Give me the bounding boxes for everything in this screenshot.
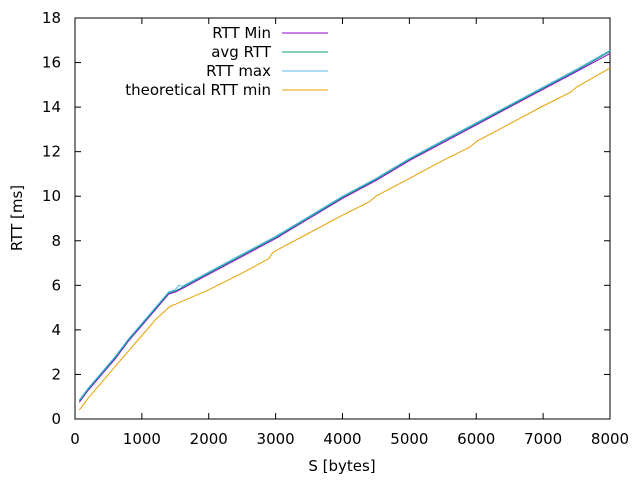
y-tick-label: 18	[42, 9, 61, 27]
y-tick-label: 10	[42, 187, 61, 205]
x-axis-label: S [bytes]	[308, 457, 375, 475]
series-line-theoretical-rtt-min	[78, 67, 611, 411]
y-tick-label: 12	[42, 143, 61, 161]
x-tick-label: 1000	[123, 430, 161, 448]
x-tick-label: 7000	[524, 430, 562, 448]
x-tick-label: 8000	[591, 430, 629, 448]
series-line-rtt-min	[78, 53, 611, 403]
y-tick-label: 0	[51, 410, 61, 428]
series-line-avg-rtt	[78, 50, 611, 402]
x-tick-label: 5000	[390, 430, 428, 448]
y-tick-label: 4	[51, 321, 61, 339]
y-tick-label: 2	[51, 365, 61, 383]
legend-label-avg-rtt: avg RTT	[211, 43, 272, 61]
y-tick-label: 14	[42, 98, 61, 116]
y-axis-label: RTT [ms]	[8, 185, 26, 251]
legend-label-rtt-max: RTT max	[206, 62, 271, 80]
x-tick-label: 2000	[190, 430, 228, 448]
series-lines	[78, 49, 611, 411]
y-tick-label: 16	[42, 54, 61, 72]
y-tick-label: 8	[51, 232, 61, 250]
x-tick-label: 0	[70, 430, 80, 448]
plot-frame	[74, 17, 611, 420]
legend-label-rtt-min: RTT Min	[212, 24, 271, 42]
axis-ticks: 0 1000 2000 3000 4000 5000 6000 7000 8000 0 2 4 6 8 10…	[42, 9, 629, 448]
x-tick-label: 4000	[323, 430, 361, 448]
x-tick-label: 3000	[257, 430, 295, 448]
series-line-rtt-max	[78, 49, 611, 401]
y-tick-label: 6	[51, 276, 61, 294]
x-tick-label: 6000	[457, 430, 495, 448]
legend-label-theoretical-rtt-min: theoretical RTT min	[125, 81, 271, 99]
